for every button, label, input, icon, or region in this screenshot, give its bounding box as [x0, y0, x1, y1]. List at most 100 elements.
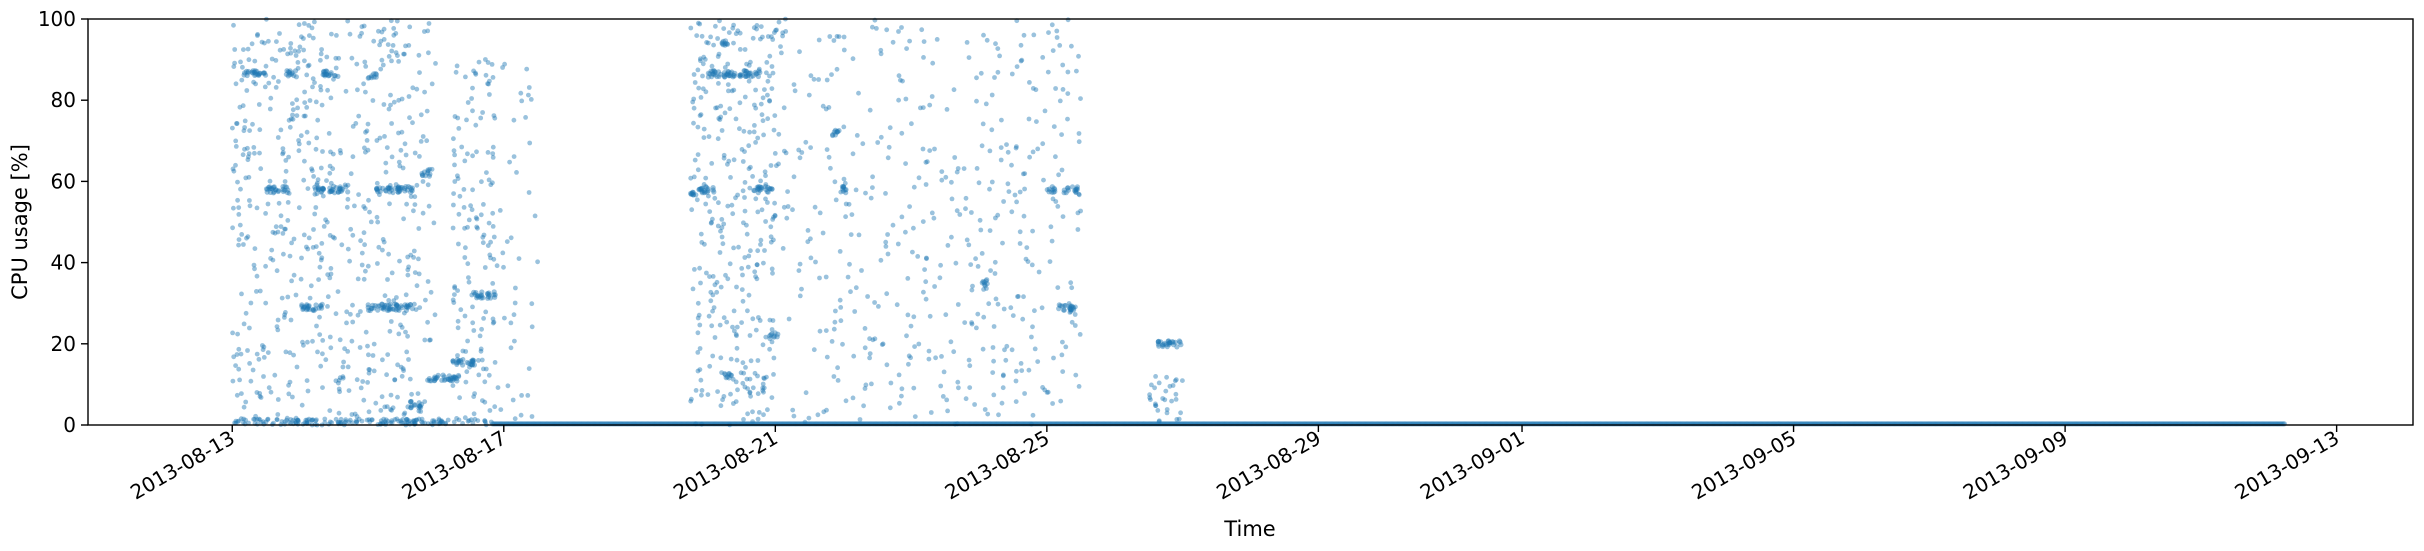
data-point — [943, 174, 949, 180]
data-point — [1068, 307, 1074, 313]
data-point — [1056, 306, 1062, 312]
data-point — [764, 60, 770, 65]
data-point — [487, 78, 492, 84]
data-point — [830, 132, 836, 139]
data-point — [379, 301, 385, 307]
data-point — [870, 185, 875, 191]
data-point — [527, 140, 533, 146]
data-point — [230, 125, 235, 131]
data-point — [425, 377, 431, 383]
data-point — [1070, 305, 1076, 311]
data-point — [411, 208, 416, 214]
data-point — [311, 174, 316, 179]
data-point — [1169, 339, 1175, 345]
data-point — [378, 38, 384, 44]
data-point — [305, 305, 311, 311]
data-point — [1059, 303, 1065, 309]
data-point — [287, 72, 293, 78]
data-point — [394, 18, 400, 24]
data-point — [695, 330, 701, 336]
data-point — [349, 412, 355, 417]
data-point — [389, 121, 394, 126]
data-point — [861, 403, 866, 409]
data-point — [241, 47, 246, 52]
data-point — [773, 28, 778, 33]
data-point — [304, 244, 309, 250]
data-point — [461, 187, 467, 192]
data-point — [733, 195, 738, 201]
data-point — [1156, 338, 1162, 344]
data-point — [726, 30, 732, 35]
data-point — [842, 180, 848, 186]
data-point — [230, 166, 236, 172]
data-point — [695, 167, 701, 173]
data-point — [240, 103, 246, 109]
data-point — [247, 198, 252, 203]
data-point — [796, 147, 802, 153]
data-point — [374, 180, 380, 186]
data-point — [832, 132, 839, 138]
data-point — [737, 126, 742, 132]
data-point — [275, 229, 281, 235]
data-point — [845, 274, 851, 280]
data-point — [697, 265, 702, 271]
data-point — [310, 338, 315, 344]
data-point — [722, 41, 728, 47]
data-point — [406, 94, 412, 99]
data-point — [963, 195, 969, 201]
data-point — [921, 55, 926, 60]
data-point — [405, 333, 410, 339]
data-point — [469, 292, 475, 298]
data-point — [275, 135, 281, 140]
data-point — [257, 391, 263, 396]
data-point — [1017, 229, 1023, 235]
data-point — [797, 155, 803, 161]
data-point — [490, 210, 496, 216]
data-point — [330, 166, 336, 172]
data-point — [1008, 305, 1014, 311]
data-point — [409, 187, 415, 193]
data-point — [244, 88, 250, 93]
data-point — [529, 324, 535, 330]
data-point — [328, 271, 334, 277]
data-point — [420, 134, 426, 139]
data-point — [304, 105, 310, 110]
data-point — [315, 185, 321, 192]
data-point — [399, 373, 405, 379]
data-point — [401, 216, 406, 222]
data-point — [365, 304, 371, 310]
data-point — [1076, 191, 1082, 197]
data-point — [324, 68, 330, 75]
data-point — [945, 408, 950, 414]
data-point — [272, 187, 279, 193]
data-point — [769, 186, 775, 192]
data-point — [1160, 343, 1166, 350]
data-point — [951, 87, 957, 93]
data-point — [1050, 189, 1057, 195]
data-point — [462, 313, 468, 319]
data-point — [1051, 124, 1057, 129]
data-point — [382, 302, 388, 308]
data-point — [719, 217, 725, 222]
data-point — [386, 106, 392, 112]
data-point — [363, 149, 368, 155]
data-point — [734, 345, 740, 351]
data-point — [267, 189, 274, 195]
data-point — [466, 279, 472, 285]
data-point — [769, 331, 775, 337]
data-point — [737, 30, 743, 36]
data-point — [333, 378, 339, 384]
data-point — [491, 289, 497, 295]
data-point — [1044, 390, 1050, 395]
data-point — [713, 105, 718, 111]
data-point — [283, 310, 288, 315]
data-point — [774, 27, 779, 33]
data-point — [769, 266, 775, 272]
data-point — [371, 74, 377, 80]
data-point — [295, 418, 301, 423]
data-point — [754, 184, 760, 190]
data-point — [887, 405, 893, 411]
data-point — [310, 417, 316, 423]
data-point — [706, 134, 712, 140]
data-point — [702, 241, 707, 247]
